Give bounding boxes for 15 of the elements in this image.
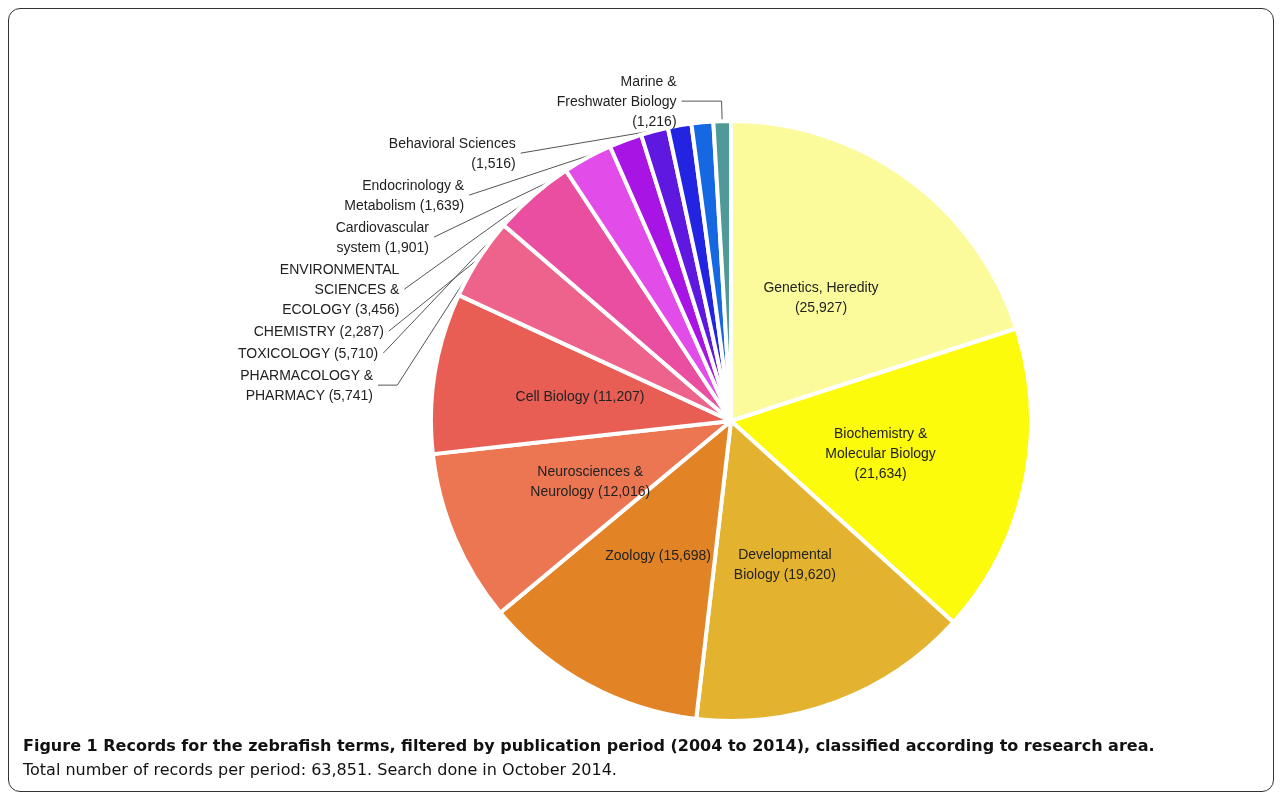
slice-label: CHEMISTRY (2,287) [253, 323, 384, 340]
slice-label: Behavioral Sciences (1,516) [388, 135, 516, 172]
slice-label: PHARMACOLOGY & PHARMACY (5,741) [240, 367, 374, 404]
slice-label: Biochemistry & Molecular Biology (21,634) [825, 425, 936, 482]
slice-label: TOXICOLOGY (5,710) [237, 345, 379, 362]
slice-label: Endocrinology & Metabolism (1,639) [344, 177, 465, 214]
slice-label: Marine & Freshwater Biology (1,216) [556, 73, 678, 130]
slice-label: Cell Biology (11,207) [515, 388, 645, 405]
slice-label: ENVIRONMENTAL SCIENCES & ECOLOGY (3,456) [279, 261, 401, 318]
text: Total number of records per period: 63,851. Search done in October 2014. [22, 759, 617, 779]
slice-label: Developmental Biology (19,620) [733, 546, 836, 583]
slice-label: Cardiovascular system (1,901) [335, 219, 430, 256]
slice-label: Zoology (15,698) [605, 547, 711, 564]
slice-label: Genetics, Heredity (25,927) [763, 279, 879, 316]
text: Figure 1 Records for the zebrafish terms, filtered by publication period (2004 to 2014), classified according to research area. [23, 735, 1155, 755]
